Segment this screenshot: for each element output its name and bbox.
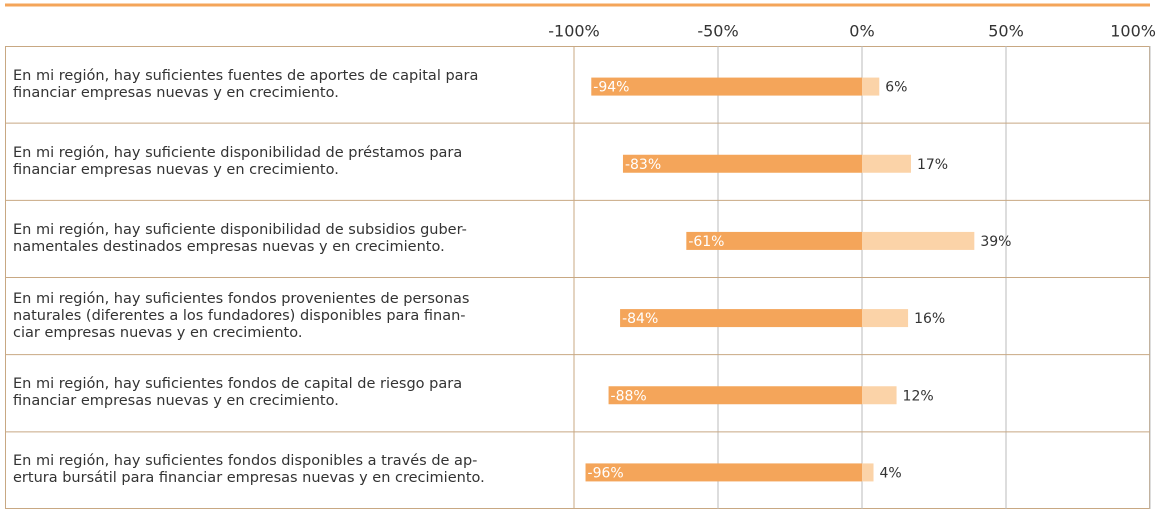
category-label: En mi región, hay suficiente disponibili… [13,221,467,255]
x-tick-label: -100% [548,22,600,41]
value-label: 39% [980,234,1011,250]
value-label: 6% [885,80,907,96]
value-label: 4% [880,465,902,481]
bar [591,77,862,96]
value-label: 16% [914,311,945,327]
bar [862,386,897,405]
bar [862,154,911,173]
value-label: -83% [625,157,661,173]
bar [862,231,975,250]
value-label: 17% [917,157,948,173]
bar [585,463,862,482]
category-label: En mi región, hay suficiente disponibili… [13,144,463,178]
value-label: -96% [588,465,624,481]
bar [862,309,909,328]
x-tick-label: 100% [1110,22,1156,41]
bar [622,154,862,173]
value-label: 12% [903,388,934,404]
value-label: -84% [622,311,658,327]
category-label: En mi región, hay suficientes fuentes de… [13,67,479,101]
value-label: -61% [688,234,724,250]
bar [862,463,874,482]
category-label: En mi región, hay suficientes fondos de … [13,376,463,410]
bar [686,231,862,250]
bar [608,386,862,405]
category-label: En mi región, hay suficientes fondos dis… [13,453,485,487]
x-tick-label: 50% [988,22,1024,41]
value-label: -94% [593,80,629,96]
category-label: En mi región, hay suficientes fondos pro… [13,290,470,341]
value-label: -88% [611,388,647,404]
x-tick-label: 0% [849,22,874,41]
bar [620,309,862,328]
bar [862,77,880,96]
x-tick-label: -50% [697,22,738,41]
